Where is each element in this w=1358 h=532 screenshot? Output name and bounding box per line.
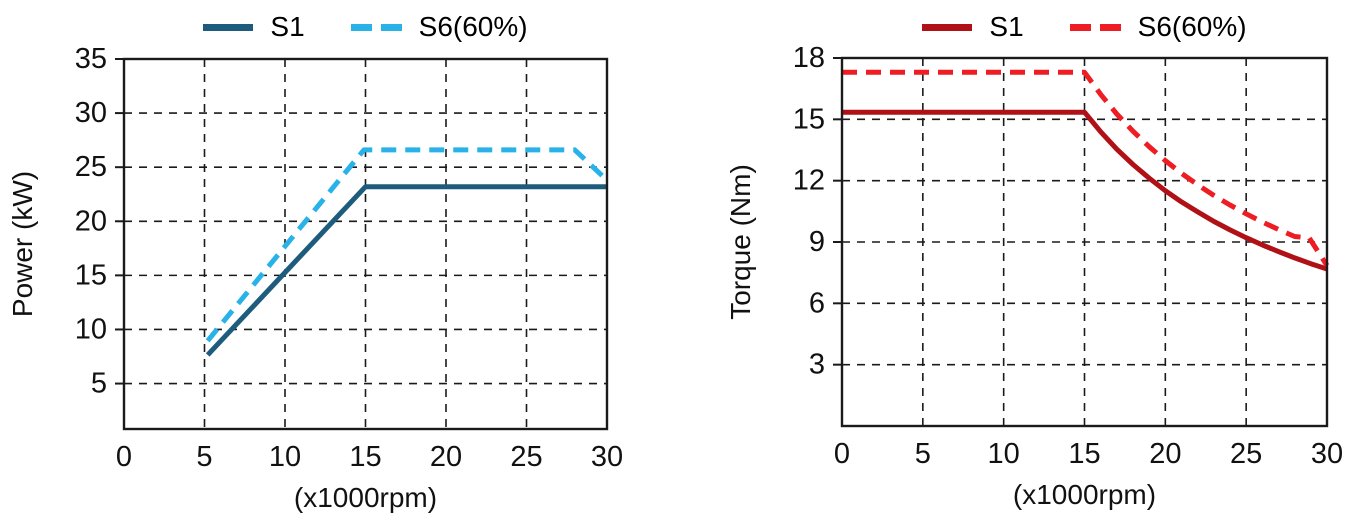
svg-text:20: 20 bbox=[75, 205, 107, 237]
torque-chart-legend: S1 S6(60%) bbox=[842, 5, 1327, 49]
svg-text:15: 15 bbox=[793, 103, 825, 135]
s6-dashed-line-swatch bbox=[1069, 23, 1121, 31]
svg-text:30: 30 bbox=[591, 441, 623, 473]
svg-text:15: 15 bbox=[349, 441, 381, 473]
svg-text:10: 10 bbox=[988, 438, 1020, 470]
svg-text:Power (kW): Power (kW) bbox=[7, 171, 38, 317]
svg-text:15: 15 bbox=[75, 259, 107, 291]
svg-text:30: 30 bbox=[1311, 438, 1343, 470]
power-chart-plot: 5 10 15 20 25 30 35 0 5 10 15 20 25 30 (x1000rpm) Power… bbox=[7, 43, 623, 513]
svg-text:20: 20 bbox=[430, 441, 462, 473]
torque-legend-item-s6: S6(60%) bbox=[1069, 11, 1247, 42]
torque-chart-plot: 3 6 9 12 15 18 0 5 10 15 20 25 30 (x1000rpm) Torque (N… bbox=[725, 42, 1343, 510]
svg-text:0: 0 bbox=[116, 441, 132, 473]
torque-legend-item-s1: S1 bbox=[922, 11, 1024, 42]
power-s6-legend-label: S6(60%) bbox=[418, 11, 528, 42]
svg-text:9: 9 bbox=[809, 226, 825, 258]
power-s1-legend-label: S1 bbox=[270, 11, 305, 42]
power-legend-item-s1: S1 bbox=[203, 11, 305, 42]
svg-text:12: 12 bbox=[793, 165, 825, 197]
svg-text:25: 25 bbox=[1230, 438, 1262, 470]
svg-text:(x1000rpm): (x1000rpm) bbox=[294, 482, 437, 513]
svg-text:0: 0 bbox=[834, 438, 850, 470]
svg-text:25: 25 bbox=[75, 151, 107, 183]
svg-text:5: 5 bbox=[915, 438, 931, 470]
torque-s1-legend-label: S1 bbox=[989, 11, 1024, 42]
power-chart-legend: S1 S6(60%) bbox=[124, 5, 607, 49]
svg-text:5: 5 bbox=[91, 368, 107, 400]
svg-text:Torque (Nm): Torque (Nm) bbox=[725, 164, 756, 320]
svg-text:18: 18 bbox=[793, 42, 825, 74]
svg-text:25: 25 bbox=[510, 441, 542, 473]
svg-text:10: 10 bbox=[269, 441, 301, 473]
svg-text:20: 20 bbox=[1149, 438, 1181, 470]
torque-s6-legend-label: S6(60%) bbox=[1137, 11, 1247, 42]
svg-text:10: 10 bbox=[75, 313, 107, 345]
s1-solid-line-swatch bbox=[203, 23, 254, 31]
svg-text:30: 30 bbox=[75, 97, 107, 129]
power-legend-item-s6: S6(60%) bbox=[350, 11, 528, 42]
s6-dashed-line-swatch bbox=[350, 23, 402, 31]
svg-text:(x1000rpm): (x1000rpm) bbox=[1013, 479, 1156, 510]
svg-text:6: 6 bbox=[809, 287, 825, 319]
svg-text:3: 3 bbox=[809, 349, 825, 381]
svg-text:15: 15 bbox=[1068, 438, 1100, 470]
svg-text:5: 5 bbox=[196, 441, 212, 473]
svg-text:35: 35 bbox=[75, 43, 107, 75]
s1-solid-line-swatch bbox=[922, 23, 973, 31]
